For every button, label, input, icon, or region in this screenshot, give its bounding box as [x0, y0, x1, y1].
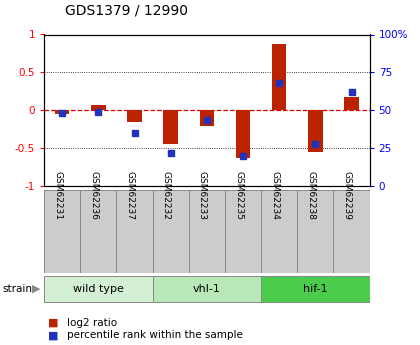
Point	[240, 153, 247, 159]
Text: GSM62233: GSM62233	[198, 171, 207, 220]
Bar	[261, 276, 370, 302]
Bar	[44, 190, 80, 273]
Bar	[152, 276, 261, 302]
Text: ■: ■	[48, 331, 59, 340]
Text: ■: ■	[48, 318, 59, 327]
Point	[276, 80, 283, 86]
Text: GSM62231: GSM62231	[53, 171, 62, 220]
Bar	[55, 110, 69, 114]
Point	[348, 89, 355, 95]
Text: GSM62238: GSM62238	[306, 171, 315, 220]
Bar	[91, 105, 105, 110]
Point	[59, 111, 66, 116]
Bar	[116, 190, 152, 273]
Bar	[44, 276, 152, 302]
Bar	[261, 190, 297, 273]
Bar	[200, 110, 214, 126]
Bar	[308, 110, 323, 152]
Text: hif-1: hif-1	[303, 284, 328, 294]
Text: GSM62235: GSM62235	[234, 171, 243, 220]
Bar	[297, 190, 333, 273]
Text: GSM62239: GSM62239	[343, 171, 352, 220]
Text: percentile rank within the sample: percentile rank within the sample	[67, 331, 243, 340]
Text: GSM62237: GSM62237	[126, 171, 134, 220]
Text: GSM62232: GSM62232	[162, 171, 171, 220]
Bar	[236, 110, 250, 158]
Text: GSM62234: GSM62234	[270, 171, 279, 220]
Point	[204, 117, 210, 122]
Text: strain: strain	[2, 284, 32, 294]
Point	[312, 141, 319, 147]
Bar	[80, 190, 116, 273]
Text: log2 ratio: log2 ratio	[67, 318, 117, 327]
Point	[95, 109, 102, 115]
Text: vhl-1: vhl-1	[193, 284, 221, 294]
Bar	[163, 110, 178, 144]
Bar	[152, 190, 189, 273]
Text: GDS1379 / 12990: GDS1379 / 12990	[65, 3, 188, 17]
Text: GSM62236: GSM62236	[89, 171, 98, 220]
Text: wild type: wild type	[73, 284, 124, 294]
Point	[167, 150, 174, 156]
Point	[131, 130, 138, 136]
Text: ▶: ▶	[32, 284, 40, 294]
Bar	[272, 43, 286, 110]
Bar	[344, 97, 359, 110]
Bar	[189, 190, 225, 273]
Bar	[127, 110, 142, 122]
Bar	[225, 190, 261, 273]
Bar	[333, 190, 370, 273]
